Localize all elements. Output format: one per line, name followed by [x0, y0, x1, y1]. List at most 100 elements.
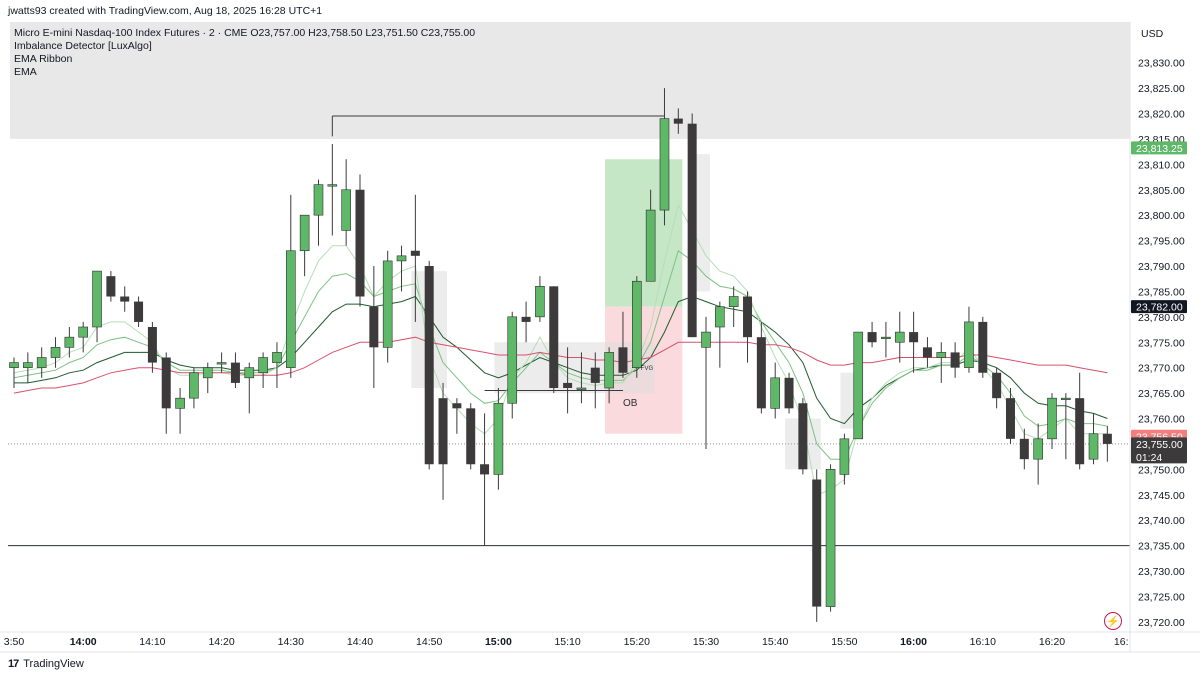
candle-up: [728, 296, 739, 307]
indicator-label-ema-ribbon[interactable]: EMA Ribbon: [14, 53, 73, 65]
candle-down: [867, 332, 877, 343]
candle-down: [106, 276, 116, 297]
indicator-label-imbalance[interactable]: Imbalance Detector [LuxAlgo]: [14, 40, 152, 52]
candle-down: [798, 403, 808, 470]
candle-down: [355, 189, 365, 297]
candle-down: [521, 316, 531, 322]
price-tag-countdown: 01:24: [1136, 452, 1162, 464]
candle-down: [466, 408, 476, 465]
zone-premium: [10, 22, 1130, 139]
y-tick-label: 23,820.00: [1138, 109, 1185, 121]
x-tick-label: 15:20: [624, 636, 650, 648]
candle-down: [756, 337, 766, 409]
footer-brand: 17 TradingView: [8, 658, 84, 670]
x-tick-label: 16:10: [970, 636, 996, 648]
candle-down: [1102, 433, 1112, 444]
candle-up: [313, 184, 324, 216]
candle-down: [452, 403, 462, 409]
candle-down: [922, 347, 932, 358]
y-tick-label: 23,750.00: [1138, 464, 1185, 476]
price-tags: 23,813.2523,782.0023,756.5023,755.0001:2…: [1131, 141, 1187, 464]
y-tick-label: 23,745.00: [1138, 490, 1185, 502]
candle-down: [590, 367, 600, 383]
x-tick-label: 15:00: [485, 636, 512, 648]
candle-down: [743, 296, 753, 338]
candle-up: [770, 377, 781, 409]
y-tick-label: 23,830.00: [1138, 58, 1185, 70]
currency-label: USD: [1141, 28, 1164, 40]
candle-up: [50, 347, 61, 358]
y-tick-label: 23,810.00: [1138, 159, 1185, 171]
price-tag-label: 23,755.00: [1136, 439, 1183, 451]
candle-up: [1033, 438, 1043, 460]
x-tick-label: 15:40: [762, 636, 788, 648]
x-tick-label: 16:: [1114, 636, 1129, 648]
candle-up: [64, 336, 75, 348]
y-tick-label: 23,725.00: [1138, 591, 1185, 603]
candle-up: [189, 372, 199, 399]
price-tag-bg: [1131, 141, 1187, 155]
footer-brand-text: TradingView: [23, 658, 84, 670]
candle-down: [480, 464, 490, 475]
candle-down: [230, 362, 240, 383]
ema-ribbon-line: [13, 249, 1108, 460]
candle-down: [410, 250, 420, 256]
indicator-label-ema[interactable]: EMA: [14, 66, 37, 78]
x-tick-label: 14:20: [208, 636, 234, 648]
candle-up: [175, 397, 185, 409]
y-tick-label: 23,770.00: [1138, 363, 1185, 375]
y-tick-label: 23,805.00: [1138, 185, 1185, 197]
candle-down: [134, 301, 144, 322]
x-tick-label: 14:40: [347, 636, 373, 648]
price-tag-bg: [1131, 437, 1187, 464]
candle-up: [78, 326, 88, 338]
candle-up: [36, 357, 47, 368]
y-tick-label: 23,735.00: [1138, 541, 1185, 553]
candle-up: [881, 336, 891, 339]
candle-up: [1061, 397, 1071, 400]
candle-down: [673, 118, 683, 124]
candle-up: [1047, 397, 1057, 440]
x-tick-label: 14:30: [278, 636, 304, 648]
y-tick-label: 23,765.00: [1138, 388, 1185, 400]
zone-imbalance: [494, 342, 655, 394]
candle-up: [631, 280, 642, 368]
candle-down: [1075, 398, 1085, 465]
credit-line: jwatts93 created with TradingView.com, A…: [8, 5, 323, 17]
candle-up: [285, 250, 296, 368]
x-axis: 3:50 14:00 14:10 14:20 14:30 14:40 14:50 15:00 1…: [4, 636, 1129, 648]
candle-up: [23, 362, 33, 368]
y-tick-label: 23,740.00: [1138, 515, 1185, 527]
candle-down: [563, 382, 573, 388]
candle-up: [535, 286, 545, 318]
annotation-ob: OB: [623, 398, 638, 409]
x-tick-label: 15:10: [554, 636, 580, 648]
price-axis-bg: [1130, 0, 1200, 679]
y-tick-label: 23,800.00: [1138, 210, 1185, 222]
candle-up: [202, 367, 213, 379]
price-tag-label: 23,813.25: [1136, 143, 1183, 155]
candle-down: [909, 332, 919, 343]
candle-up: [327, 184, 338, 187]
annotation-fvg: FVG: [641, 366, 654, 372]
flash-icon[interactable]: ⚡: [1104, 612, 1122, 630]
y-tick-label: 23,780.00: [1138, 312, 1185, 324]
y-tick-label: 23,790.00: [1138, 261, 1185, 273]
x-tick-label: 14:10: [139, 636, 165, 648]
candle-up: [964, 321, 974, 368]
x-tick-label: 14:00: [70, 636, 97, 648]
candle-down: [950, 352, 960, 368]
candle-down: [438, 398, 448, 465]
price-tag-label: 23,782.00: [1136, 302, 1183, 314]
x-tick-label: 15:30: [693, 636, 719, 648]
y-tick-label: 23,720.00: [1138, 617, 1185, 629]
candle-up: [659, 118, 670, 211]
y-tick-label: 23,775.00: [1138, 337, 1185, 349]
y-tick-label: 23,825.00: [1138, 83, 1185, 95]
candle-up: [825, 469, 836, 607]
candle-up: [853, 331, 864, 440]
candle-up: [604, 352, 614, 389]
candles-layer: [9, 88, 1112, 622]
candle-down: [424, 266, 434, 465]
